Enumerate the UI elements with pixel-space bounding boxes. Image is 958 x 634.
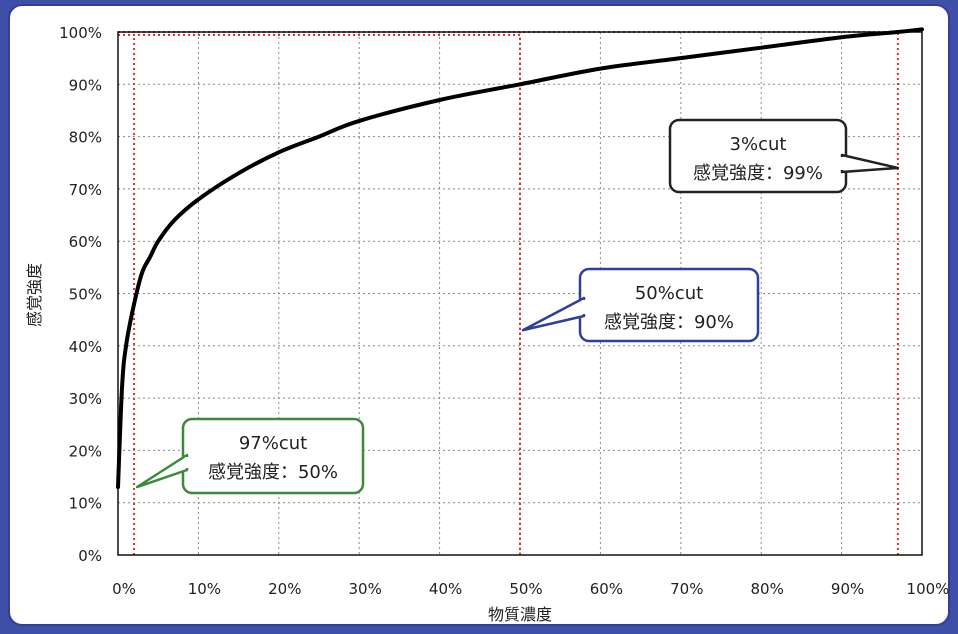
y-tick-label: 20% (69, 442, 102, 460)
y-tick-label: 10% (69, 495, 102, 513)
callout-intensity-label: 感覚強度：50% (208, 462, 338, 483)
x-tick-labels: 0% 10% 20% 30% 40% 50% 60% 70% 80% 90% 100% (112, 580, 949, 598)
x-axis-label: 物質濃度 (488, 605, 552, 624)
x-tick-label: 10% (188, 580, 221, 598)
callout-3: 3%cut 感覚強度：99% (668, 118, 900, 194)
callout-box (181, 417, 365, 495)
y-tick-label: 80% (69, 129, 102, 147)
y-axis-label: 感覚強度 (25, 263, 44, 327)
x-tick-label: 100% (907, 580, 950, 598)
x-tick-label: 40% (429, 580, 462, 598)
callout-pointer (521, 296, 586, 332)
y-tick-label: 30% (69, 390, 102, 408)
callout-pointer (135, 453, 189, 489)
callout-cut-label: 97%cut (239, 433, 307, 454)
x-tick-label: 70% (670, 580, 703, 598)
x-tick-label: 80% (751, 580, 784, 598)
plot-border (117, 31, 923, 556)
x-tick-label: 0% (112, 580, 136, 598)
series-group (116, 27, 924, 490)
callout-intensity-label: 感覚強度：90% (604, 312, 734, 333)
y-tick-labels: 0% 10% 20% 30% 40% 50% 60% 70% 80% 90% 100% (59, 24, 102, 565)
y-tick-label: 70% (69, 181, 102, 199)
callout-1: 97%cut 感覚強度：50% (135, 417, 365, 495)
y-tick-label: 90% (69, 76, 102, 94)
callout-cut-label: 50%cut (635, 283, 703, 304)
x-tick-label: 20% (268, 580, 301, 598)
callout-pointer (840, 153, 900, 174)
callouts: 97%cut 感覚強度：50% 50%cut 感覚強度：90% 3%cut 感覚強度：99… (135, 118, 900, 495)
y-tick-label: 60% (69, 233, 102, 251)
x-tick-label: 50% (509, 580, 542, 598)
y-tick-label: 0% (78, 547, 102, 565)
x-tick-label: 30% (349, 580, 382, 598)
y-tick-label: 50% (69, 286, 102, 304)
y-tick-label: 100% (59, 24, 102, 42)
chart-frame (8, 4, 950, 626)
callout-2: 50%cut 感覚強度：90% (521, 267, 760, 343)
x-tick-label: 60% (590, 580, 623, 598)
callout-intensity-label: 感覚強度：99% (693, 163, 823, 184)
x-tick-label: 90% (831, 580, 864, 598)
series-line (116, 27, 924, 490)
y-tick-label: 40% (69, 338, 102, 356)
callout-cut-label: 3%cut (730, 134, 787, 155)
